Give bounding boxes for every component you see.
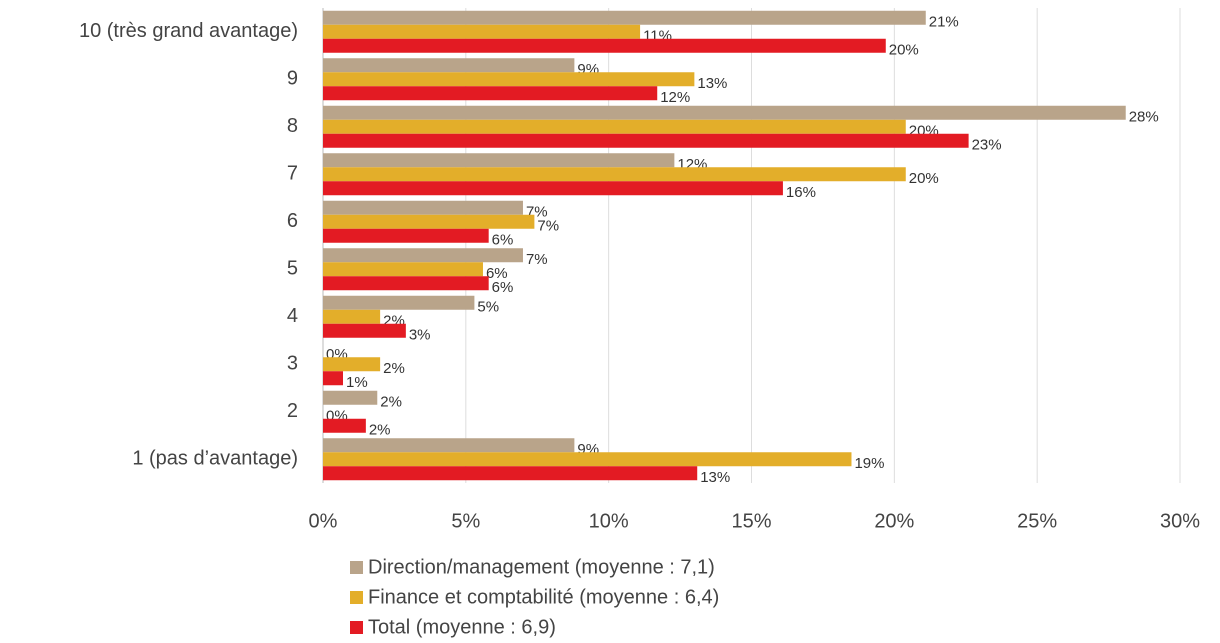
legend-label: Direction/management (moyenne : 7,1) — [368, 556, 715, 578]
bar — [323, 276, 489, 291]
bar — [323, 58, 575, 73]
category-label: 7 — [287, 163, 298, 185]
category-label: 5 — [287, 258, 298, 280]
category-label: 2 — [287, 400, 298, 422]
bar — [323, 38, 886, 53]
bar — [323, 418, 366, 433]
legend-label: Finance et comptabilité (moyenne : 6,4) — [368, 586, 719, 608]
bar — [323, 214, 535, 229]
x-tick-label: 15% — [731, 510, 771, 532]
value-label: 7% — [537, 218, 559, 235]
value-label: 2% — [369, 422, 391, 439]
value-label: 2% — [383, 360, 405, 377]
legend-swatch — [350, 621, 363, 634]
bar — [323, 452, 852, 467]
value-label: 13% — [700, 469, 730, 486]
x-tick-label: 0% — [309, 510, 338, 532]
bar — [323, 105, 1126, 120]
value-label: 20% — [889, 42, 919, 59]
category-label: 9 — [287, 68, 298, 90]
x-tick-label: 20% — [874, 510, 914, 532]
x-tick-label: 30% — [1160, 510, 1200, 532]
category-label: 3 — [287, 353, 298, 375]
legend-swatch — [350, 591, 363, 604]
value-label: 6% — [492, 232, 514, 249]
x-tick-label: 10% — [589, 510, 629, 532]
bar — [323, 133, 969, 148]
value-label: 5% — [477, 299, 499, 316]
bar — [323, 248, 523, 263]
value-label: 21% — [929, 14, 959, 31]
bar — [323, 390, 378, 405]
value-label: 3% — [409, 327, 431, 344]
bar — [323, 119, 906, 134]
legend-swatch — [350, 561, 363, 574]
value-label: 7% — [526, 251, 548, 268]
value-label: 20% — [909, 170, 939, 187]
category-label: 10 (très grand avantage) — [79, 20, 298, 42]
bar — [323, 309, 381, 324]
category-label: 1 (pas d’avantage) — [132, 448, 298, 470]
bar — [323, 466, 698, 481]
category-label: 6 — [287, 210, 298, 232]
value-label: 1% — [346, 374, 368, 391]
bar — [323, 153, 675, 168]
value-label: 2% — [380, 394, 402, 411]
value-label: 13% — [697, 75, 727, 92]
value-label: 6% — [492, 279, 514, 296]
bar — [323, 200, 523, 215]
bar — [323, 295, 475, 310]
x-tick-label: 25% — [1017, 510, 1057, 532]
bar — [323, 86, 658, 101]
value-label: 23% — [972, 137, 1002, 154]
bar — [323, 323, 406, 338]
bar — [323, 167, 906, 182]
bar — [323, 181, 783, 196]
value-label: 6% — [486, 265, 508, 282]
value-label: 28% — [1129, 109, 1159, 126]
category-label: 4 — [287, 305, 298, 327]
bar — [323, 228, 489, 243]
bar — [323, 262, 483, 277]
bar — [323, 24, 641, 39]
value-label: 16% — [786, 184, 816, 201]
bar — [323, 10, 926, 25]
bar — [323, 72, 695, 87]
bar — [323, 438, 575, 453]
value-label: 19% — [854, 455, 884, 472]
bar — [323, 357, 381, 372]
value-label: 12% — [660, 89, 690, 106]
x-tick-label: 5% — [451, 510, 480, 532]
category-label: 8 — [287, 115, 298, 137]
legend-label: Total (moyenne : 6,9) — [368, 616, 556, 638]
bar — [323, 371, 343, 386]
